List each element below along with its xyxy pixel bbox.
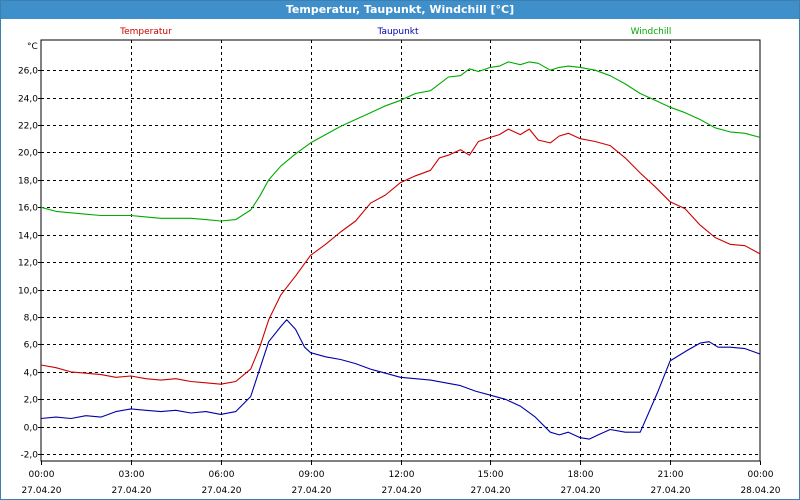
y-tick-label: 10,0 xyxy=(18,287,38,297)
y-tick-label: 4,0 xyxy=(24,369,39,379)
window-title: Temperatur, Taupunkt, Windchill [°C] xyxy=(1,1,799,19)
legend-entry-windchill: Windchill xyxy=(631,27,672,37)
x-tick-time-label: 06:00 xyxy=(209,470,235,480)
x-tick-time-label: 03:00 xyxy=(119,470,145,480)
y-tick-label: 26,0 xyxy=(18,67,38,77)
y-tick-label: 24,0 xyxy=(18,95,38,105)
series-line-temperatur xyxy=(40,128,761,385)
y-tick-label: 14,0 xyxy=(18,232,38,242)
x-tick-date-label: 27.04.20 xyxy=(201,486,241,496)
y-tick-label: 6,0 xyxy=(24,341,39,351)
y-axis-label: °C xyxy=(27,42,38,52)
y-tick-label: 16,0 xyxy=(18,204,38,214)
x-tick-date-label: 27.04.20 xyxy=(291,486,331,496)
x-tick-time-label: 15:00 xyxy=(478,470,504,480)
x-tick-date-label: 27.04.20 xyxy=(111,486,151,496)
x-tick-date-label: 27.04.20 xyxy=(381,486,421,496)
series-line-windchill xyxy=(40,61,761,222)
x-tick-time-label: 12:00 xyxy=(389,470,415,480)
x-tick-date-label: 28.04.20 xyxy=(740,486,780,496)
x-tick-time-label: 21:00 xyxy=(658,470,684,480)
series-line-taupunkt xyxy=(40,319,761,440)
legend-entry-temperatur: Temperatur xyxy=(119,27,172,37)
y-tick-label: 12,0 xyxy=(18,259,38,269)
y-tick-label: 0,0 xyxy=(24,424,39,434)
y-tick-label: 20,0 xyxy=(18,149,38,159)
y-tick-label: 8,0 xyxy=(24,314,39,324)
x-tick-time-label: 09:00 xyxy=(299,470,325,480)
y-tick-label: 2,0 xyxy=(24,396,39,406)
x-tick-time-label: 00:00 xyxy=(29,470,55,480)
x-tick-date-label: 27.04.20 xyxy=(560,486,600,496)
y-tick-label: -2,0 xyxy=(20,451,38,461)
y-tick-label: 18,0 xyxy=(18,177,38,187)
plot-frame xyxy=(40,39,761,462)
legend-entry-taupunkt: Taupunkt xyxy=(376,27,419,37)
y-tick-label: 22,0 xyxy=(18,122,38,132)
x-tick-date-label: 27.04.20 xyxy=(470,486,510,496)
x-tick-time-label: 18:00 xyxy=(568,470,594,480)
x-tick-time-label: 00:00 xyxy=(748,470,774,480)
x-tick-date-label: 27.04.20 xyxy=(21,486,61,496)
x-tick-date-label: 27.04.20 xyxy=(650,486,690,496)
